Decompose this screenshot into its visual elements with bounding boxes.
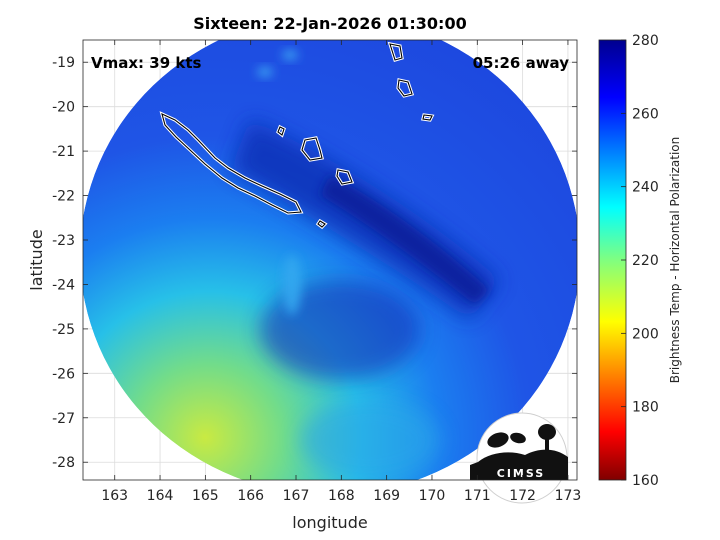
cimss-logo-text: CIMSS (497, 467, 545, 480)
x-tick-label: 164 (147, 488, 174, 504)
cimss-logo-dish-2 (510, 432, 526, 444)
colorbar-tick-label: 220 (632, 253, 659, 269)
colorbar-tick-label: 280 (632, 33, 659, 49)
coast-island-1-inner (301, 137, 323, 161)
time-away-annotation: 05:26 away (473, 54, 570, 72)
coastlines-inner (161, 43, 433, 228)
x-tick-label: 163 (101, 488, 128, 504)
colorbar-tick-label: 180 (632, 400, 659, 416)
coast-island-2-inner (336, 169, 353, 185)
axes-frame (82, 39, 578, 481)
dark-core (260, 280, 420, 380)
deep-band (320, 175, 490, 305)
swath-image (83, 40, 577, 480)
colorbar-ticks: 280 260 240 220 200 180 160 (621, 33, 659, 489)
y-tick-label: -19 (52, 55, 75, 71)
x-tick-label: 168 (328, 488, 355, 504)
y-tick-label: -27 (52, 411, 75, 427)
y-tick-label: -22 (52, 189, 75, 205)
coast-island-5-inner (389, 43, 403, 61)
y-tick-label: -26 (52, 366, 75, 382)
y-tick-label: -24 (52, 277, 75, 293)
x-tick-label: 169 (373, 488, 400, 504)
cyan-bottom (300, 400, 440, 480)
x-tick-label: 173 (555, 488, 582, 504)
cimss-logo-dish-1 (487, 432, 509, 448)
coast-island-7-inner (277, 126, 285, 136)
x-ticks: 163 164 165 166 167 168 169 170 171 172 173 (101, 40, 581, 504)
y-tick-label: -28 (52, 455, 75, 471)
cyan-spot-2 (282, 50, 298, 60)
x-tick-label: 170 (419, 488, 446, 504)
vmax-annotation: Vmax: 39 kts (91, 54, 201, 72)
x-tick-label: 171 (464, 488, 491, 504)
y-tick-label: -20 (52, 100, 75, 116)
y-tick-label: -23 (52, 233, 75, 249)
x-tick-label: 165 (192, 488, 219, 504)
colorbar-label: Brightness Temp - Horizontal Polarizatio… (668, 137, 682, 384)
coast-island-6-inner (422, 114, 433, 121)
colorbar-tick-label: 200 (632, 326, 659, 342)
cyan-streak (283, 255, 301, 315)
coast-island-3-inner (317, 220, 326, 228)
colorbar-tick-label: 260 (632, 106, 659, 122)
cimss-logo: CIMSS (470, 412, 568, 504)
coast-new-caledonia-inner (161, 113, 302, 214)
y-axis-label: latitude (27, 229, 46, 290)
x-tick-label: 172 (509, 488, 536, 504)
cimss-logo-tank (538, 424, 556, 440)
colorbar-tick-label: 160 (632, 473, 659, 489)
coast-island-4-inner (397, 79, 413, 97)
colorbar-tick-label: 240 (632, 180, 659, 196)
cyan-spot-1 (257, 67, 273, 77)
y-tick-label: -21 (52, 144, 75, 160)
x-tick-label: 166 (237, 488, 264, 504)
cimss-logo-tower (545, 438, 549, 458)
x-axis-label: longitude (292, 513, 367, 532)
y-ticks: -19 -20 -21 -22 -23 -24 -25 -26 -27 -28 (52, 55, 577, 471)
swath-base (83, 40, 577, 480)
y-tick-label: -25 (52, 322, 75, 338)
cimss-logo-hill (470, 449, 568, 480)
x-tick-label: 167 (283, 488, 310, 504)
chart-title: Sixteen: 22-Jan-2026 01:30:00 (193, 14, 466, 33)
